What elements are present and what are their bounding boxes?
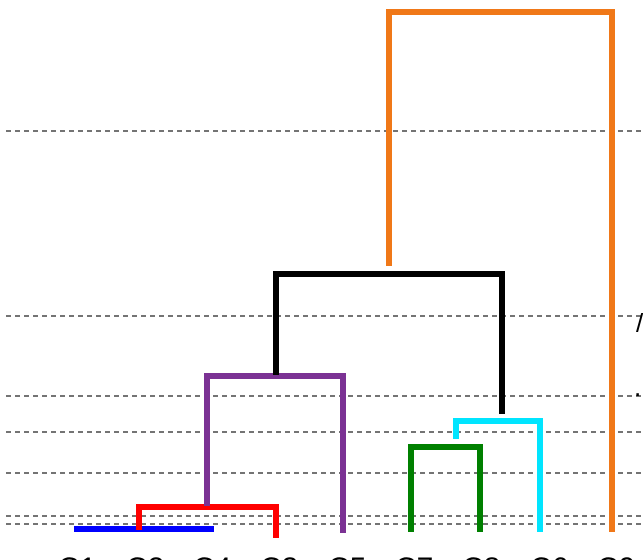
leaf-label-c1: C1 [58,552,96,560]
leaf-label-c9: C9 [597,552,635,560]
edge-mark-slash: / [636,308,643,338]
cluster-red [136,504,279,538]
cluster-purple-link [204,373,346,533]
cluster-cyan [453,418,543,532]
cluster-purple [204,373,346,533]
cluster-cyan-link [453,418,543,532]
cluster-green-link [408,444,483,532]
cluster-black [273,271,505,414]
cluster-red-link [136,504,279,538]
cluster-black-link [273,271,505,414]
leaf-label-c5: C5 [328,552,366,560]
edge-mark-dot: . [634,372,641,402]
leaf-label-c4: C4 [193,552,231,560]
leaf-label-c6: C6 [530,552,568,560]
cluster-orange [386,9,615,532]
leaf-label-c8: C8 [462,552,500,560]
leaf-label-c3: C3 [260,552,298,560]
leaf-label-c7: C7 [395,552,433,560]
leaf-labels: C1 C2 C4 C3 C5 C7 C8 C6 C9 [58,552,635,560]
leaf-label-c2: C2 [126,552,164,560]
cluster-orange-link [386,9,615,532]
threshold-lines [6,130,643,525]
cluster-green [408,444,483,532]
